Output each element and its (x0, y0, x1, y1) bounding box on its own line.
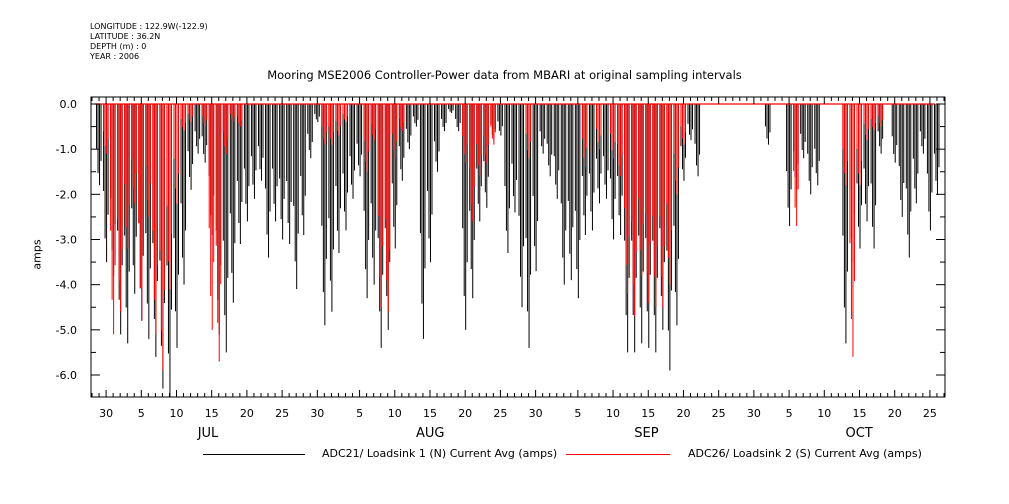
x-tick-label: 5 (356, 407, 363, 420)
x-tick-label: 30 (747, 407, 761, 420)
legend-red-swatch (566, 454, 670, 455)
x-tick-label: 5 (574, 407, 581, 420)
x-tick-label: 20 (676, 407, 690, 420)
x-tick-label: 5 (138, 407, 145, 420)
x-tick-label: 15 (853, 407, 867, 420)
x-tick-label: 25 (923, 407, 937, 420)
y-tick-label: -4.0 (56, 279, 77, 292)
x-tick-label: 5 (786, 407, 793, 420)
x-tick-label: 20 (240, 407, 254, 420)
x-tick-label: 25 (712, 407, 726, 420)
x-tick-label: 10 (169, 407, 183, 420)
x-tick-label: 20 (458, 407, 472, 420)
series-adc21 (97, 104, 939, 398)
y-tick-label: -3.0 (56, 234, 77, 247)
legend-red-label: ADC26/ Loadsink 2 (S) Current Avg (amps) (688, 447, 922, 460)
month-label: AUG (416, 426, 444, 441)
month-label: OCT (846, 426, 873, 441)
legend-black-label: ADC21/ Loadsink 1 (N) Current Avg (amps) (322, 447, 557, 460)
month-label: JUL (198, 426, 219, 441)
y-tick-label: -5.0 (56, 324, 77, 337)
legend-black-swatch (203, 454, 305, 455)
x-tick-label: 30 (529, 407, 543, 420)
x-tick-label: 30 (310, 407, 324, 420)
y-tick-label: -2.0 (56, 188, 77, 201)
x-tick-label: 20 (888, 407, 902, 420)
x-tick-label: 25 (493, 407, 507, 420)
month-label: SEP (634, 426, 658, 441)
y-tick-label: 0.0 (60, 98, 78, 111)
x-tick-label: 15 (205, 407, 219, 420)
y-axis: 0.0 -1.0 -2.0 -3.0 -4.0 -5.0 -6.0 (56, 98, 945, 382)
x-tick-label: 30 (99, 407, 113, 420)
x-tick-label: 25 (275, 407, 289, 420)
y-tick-label: -6.0 (56, 369, 77, 382)
y-tick-label: -1.0 (56, 143, 77, 156)
x-tick-label: 10 (817, 407, 831, 420)
x-tick-label: 15 (641, 407, 655, 420)
x-tick-label: 10 (388, 407, 402, 420)
x-tick-label: 15 (423, 407, 437, 420)
x-tick-label: 10 (606, 407, 620, 420)
